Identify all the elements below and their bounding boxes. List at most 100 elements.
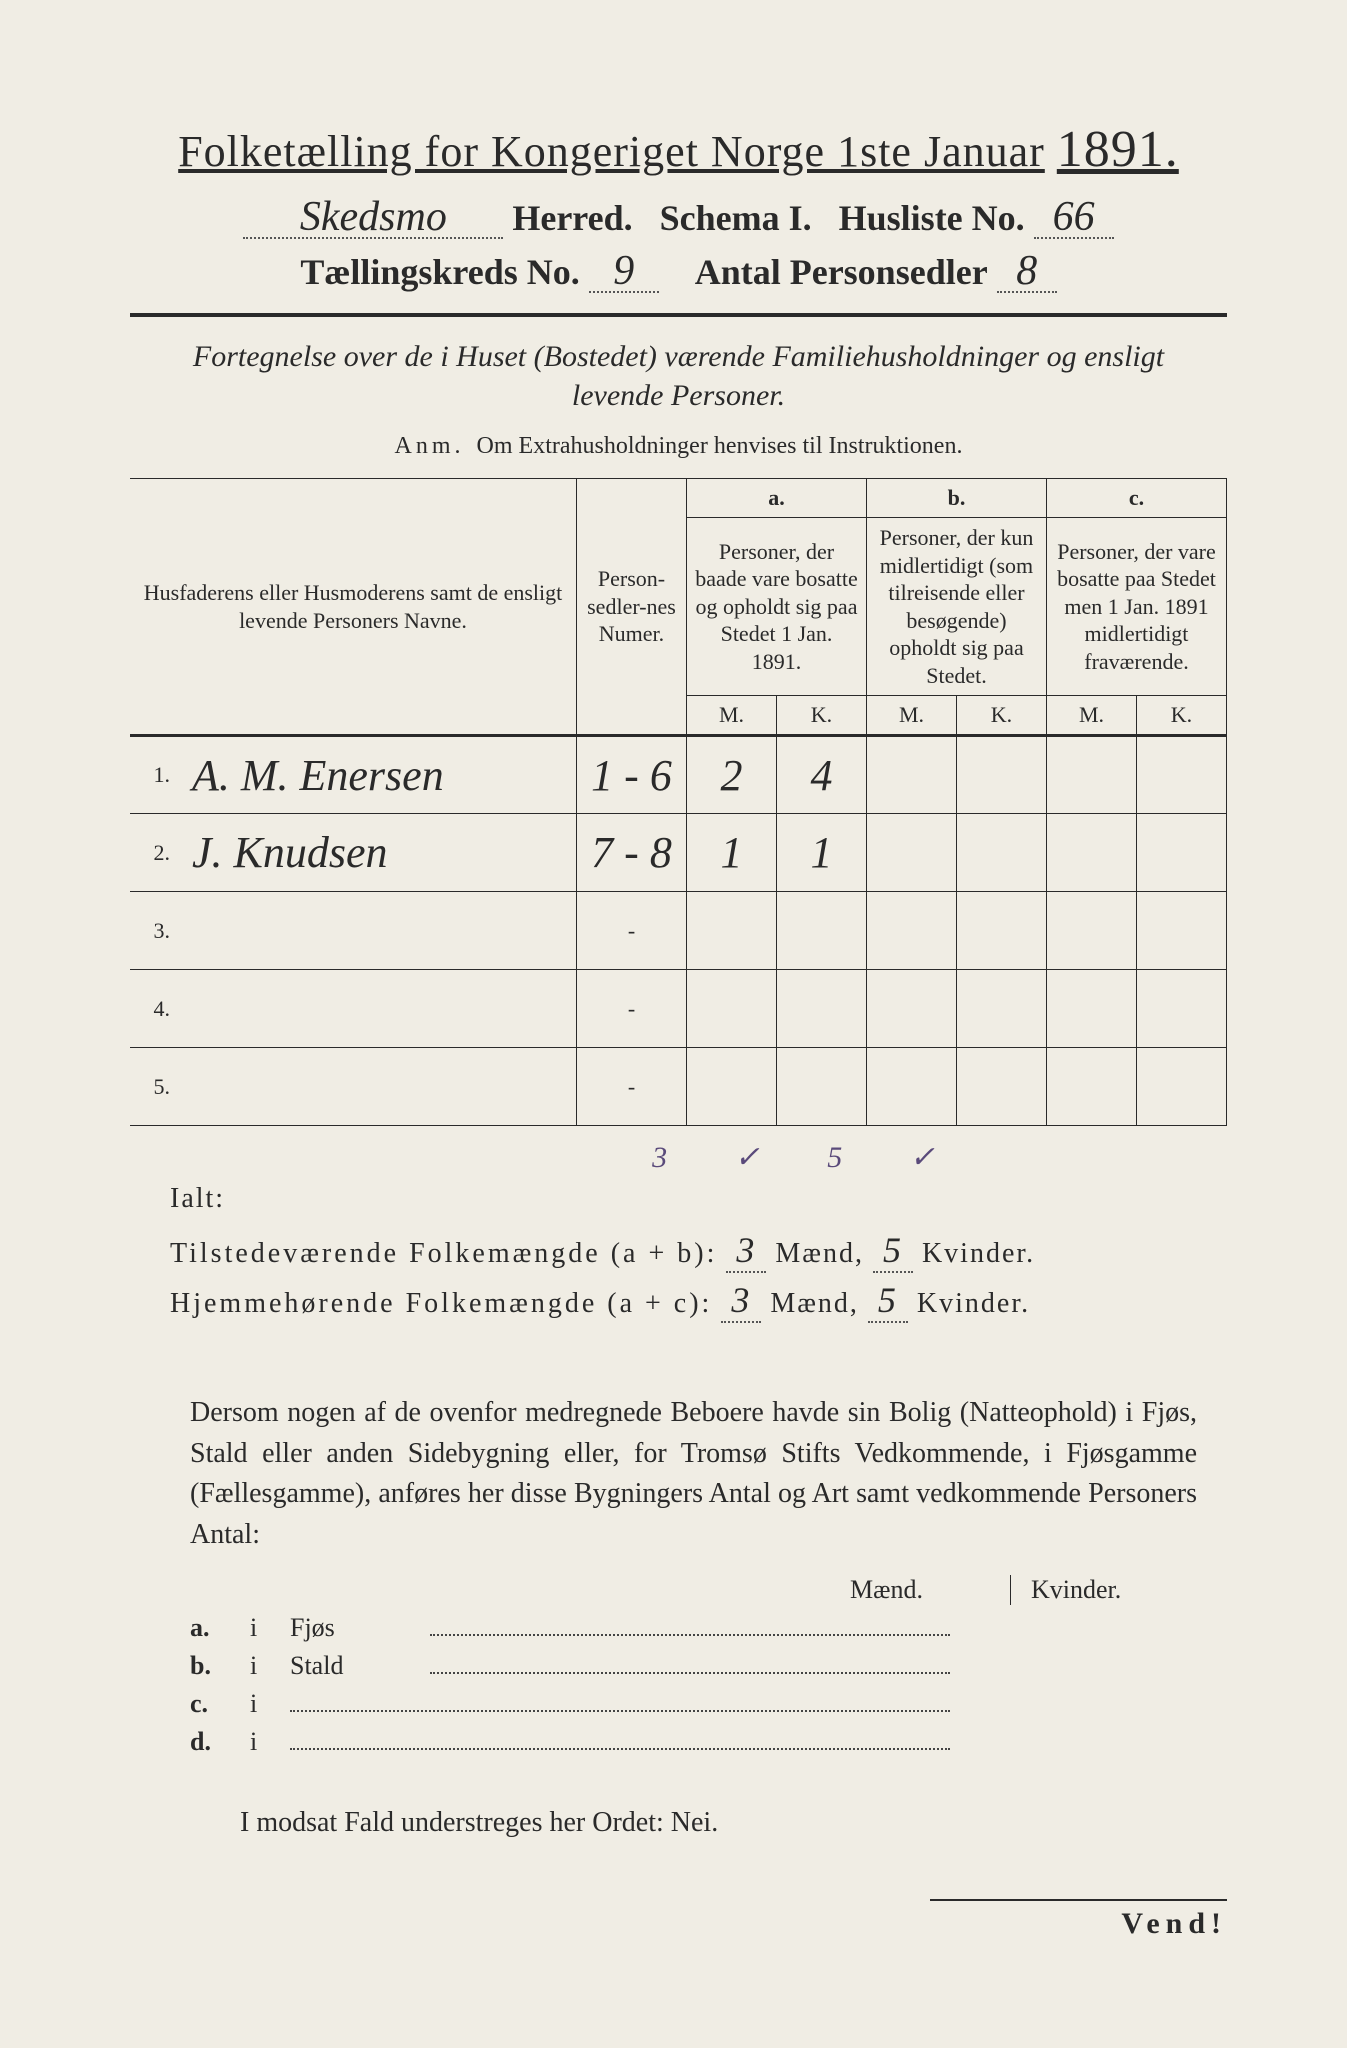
row-am	[687, 892, 777, 970]
maend-label: Mænd,	[775, 1238, 864, 1269]
row-cm	[1047, 736, 1137, 814]
paragraph: Dersom nogen af de ovenfor medregnede Be…	[190, 1393, 1197, 1555]
sum-line-1: Tilstedeværende Folkemængde (a + b): 3 M…	[170, 1229, 1227, 1273]
antal-label: Antal Personsedler	[695, 252, 988, 292]
abcd-row-d: d. i	[190, 1727, 1227, 1757]
row-bk	[957, 970, 1047, 1048]
row-cm	[1047, 970, 1137, 1048]
below-table-section: 3 ✓ 5 ✓ Ialt: Tilstedeværende Folkemængd…	[130, 1140, 1227, 1323]
sum2-m: 3	[721, 1279, 761, 1323]
row-ck	[1137, 814, 1227, 892]
row-am: 1	[687, 814, 777, 892]
row-name	[180, 970, 577, 1048]
table-row: 1. A. M. Enersen 1 - 6 2 4	[130, 736, 1227, 814]
sum2-label: Hjemmehørende Folkemængde (a + c):	[170, 1288, 712, 1319]
row-ck	[1137, 736, 1227, 814]
row-cm	[1047, 1048, 1137, 1126]
dotted-line	[290, 1732, 950, 1750]
row-bm	[867, 1048, 957, 1126]
row-cm	[1047, 892, 1137, 970]
row-bm	[867, 970, 957, 1048]
row-numer: -	[577, 970, 687, 1048]
col-c-label: c.	[1047, 479, 1227, 518]
col-numer-header: Person-sedler-nes Numer.	[577, 479, 687, 736]
col-a-label: a.	[687, 479, 867, 518]
husliste-label: Husliste No.	[839, 198, 1025, 238]
modsat-line: I modsat Fald understreges her Ordet: Ne…	[240, 1807, 1227, 1839]
row-am	[687, 1048, 777, 1126]
col-a-k: K.	[777, 696, 867, 736]
abcd-label: b.	[190, 1651, 250, 1681]
row-bk	[957, 1048, 1047, 1126]
abcd-row-b: b. i Stald	[190, 1651, 1227, 1681]
col-b-m: M.	[867, 696, 957, 736]
row-name	[180, 1048, 577, 1126]
row-numer: -	[577, 1048, 687, 1126]
row-ak	[777, 970, 867, 1048]
document-page: Folketælling for Kongeriget Norge 1ste J…	[0, 0, 1347, 2048]
col-a-m: M.	[687, 696, 777, 736]
dotted-line	[430, 1656, 950, 1674]
dotted-line	[430, 1618, 950, 1636]
mk-header: Mænd. Kvinder.	[130, 1575, 1227, 1605]
abcd-label: c.	[190, 1689, 250, 1719]
row-name: J. Knudsen	[180, 814, 577, 892]
abcd-i: i	[250, 1727, 290, 1757]
col-c-text: Personer, der vare bosatte paa Stedet me…	[1047, 518, 1227, 696]
header-line-3: Tællingskreds No. 9 Antal Personsedler 8	[130, 251, 1227, 293]
col-names-header: Husfaderens eller Husmoderens samt de en…	[130, 479, 577, 736]
col-a-text: Personer, der baade vare bosatte og opho…	[687, 518, 867, 696]
row-num: 3.	[130, 892, 180, 970]
row-am	[687, 970, 777, 1048]
herred-value: Skedsmo	[243, 199, 503, 239]
row-bm	[867, 814, 957, 892]
subtitle: Fortegnelse over de i Huset (Bostedet) v…	[170, 337, 1187, 415]
sum-line-2: Hjemmehørende Folkemængde (a + c): 3 Mæn…	[170, 1279, 1227, 1323]
sum1-m: 3	[726, 1229, 766, 1273]
row-ak	[777, 1048, 867, 1126]
row-name	[180, 892, 577, 970]
maend-header: Mænd.	[850, 1575, 1010, 1605]
row-bk	[957, 892, 1047, 970]
row-cm	[1047, 814, 1137, 892]
col-b-label: b.	[867, 479, 1047, 518]
schema-label: Schema I.	[660, 198, 812, 238]
row-ak: 4	[777, 736, 867, 814]
sum1-k: 5	[873, 1229, 913, 1273]
title-year: 1891.	[1057, 121, 1179, 178]
table-row: 3. -	[130, 892, 1227, 970]
kvinder-label: Kvinder.	[922, 1238, 1035, 1269]
title: Folketælling for Kongeriget Norge 1ste J…	[130, 120, 1227, 179]
anm-label: Anm.	[395, 433, 465, 459]
kreds-value: 9	[589, 253, 659, 293]
row-ck	[1137, 892, 1227, 970]
abcd-row-c: c. i	[190, 1689, 1227, 1719]
row-ak: 1	[777, 814, 867, 892]
sum2-k: 5	[868, 1279, 908, 1323]
herred-label: Herred.	[512, 198, 632, 238]
col-c-k: K.	[1137, 696, 1227, 736]
abcd-i: i	[250, 1689, 290, 1719]
header-line-2: Skedsmo Herred. Schema I. Husliste No. 6…	[130, 197, 1227, 239]
abcd-label: d.	[190, 1727, 250, 1757]
title-prefix: Folketælling for Kongeriget Norge 1ste J…	[178, 127, 1045, 176]
col-c-m: M.	[1047, 696, 1137, 736]
abcd-row-a: a. i Fjøs	[190, 1613, 1227, 1643]
abcd-text: Stald	[290, 1651, 430, 1681]
vend-label: Vend!	[930, 1899, 1227, 1941]
husliste-value: 66	[1034, 199, 1114, 239]
abcd-i: i	[250, 1613, 290, 1643]
row-ck	[1137, 970, 1227, 1048]
divider	[130, 313, 1227, 317]
annotation-line: Anm. Om Extrahusholdninger henvises til …	[130, 433, 1227, 460]
dotted-line	[290, 1694, 950, 1712]
row-num: 2.	[130, 814, 180, 892]
row-am: 2	[687, 736, 777, 814]
row-num: 1.	[130, 736, 180, 814]
row-numer: 1 - 6	[577, 736, 687, 814]
kreds-label: Tællingskreds No.	[300, 252, 579, 292]
kvinder-label: Kvinder.	[917, 1288, 1030, 1319]
anm-text: Om Extrahusholdninger henvises til Instr…	[477, 433, 963, 459]
census-table: Husfaderens eller Husmoderens samt de en…	[130, 478, 1227, 1126]
abcd-i: i	[250, 1651, 290, 1681]
